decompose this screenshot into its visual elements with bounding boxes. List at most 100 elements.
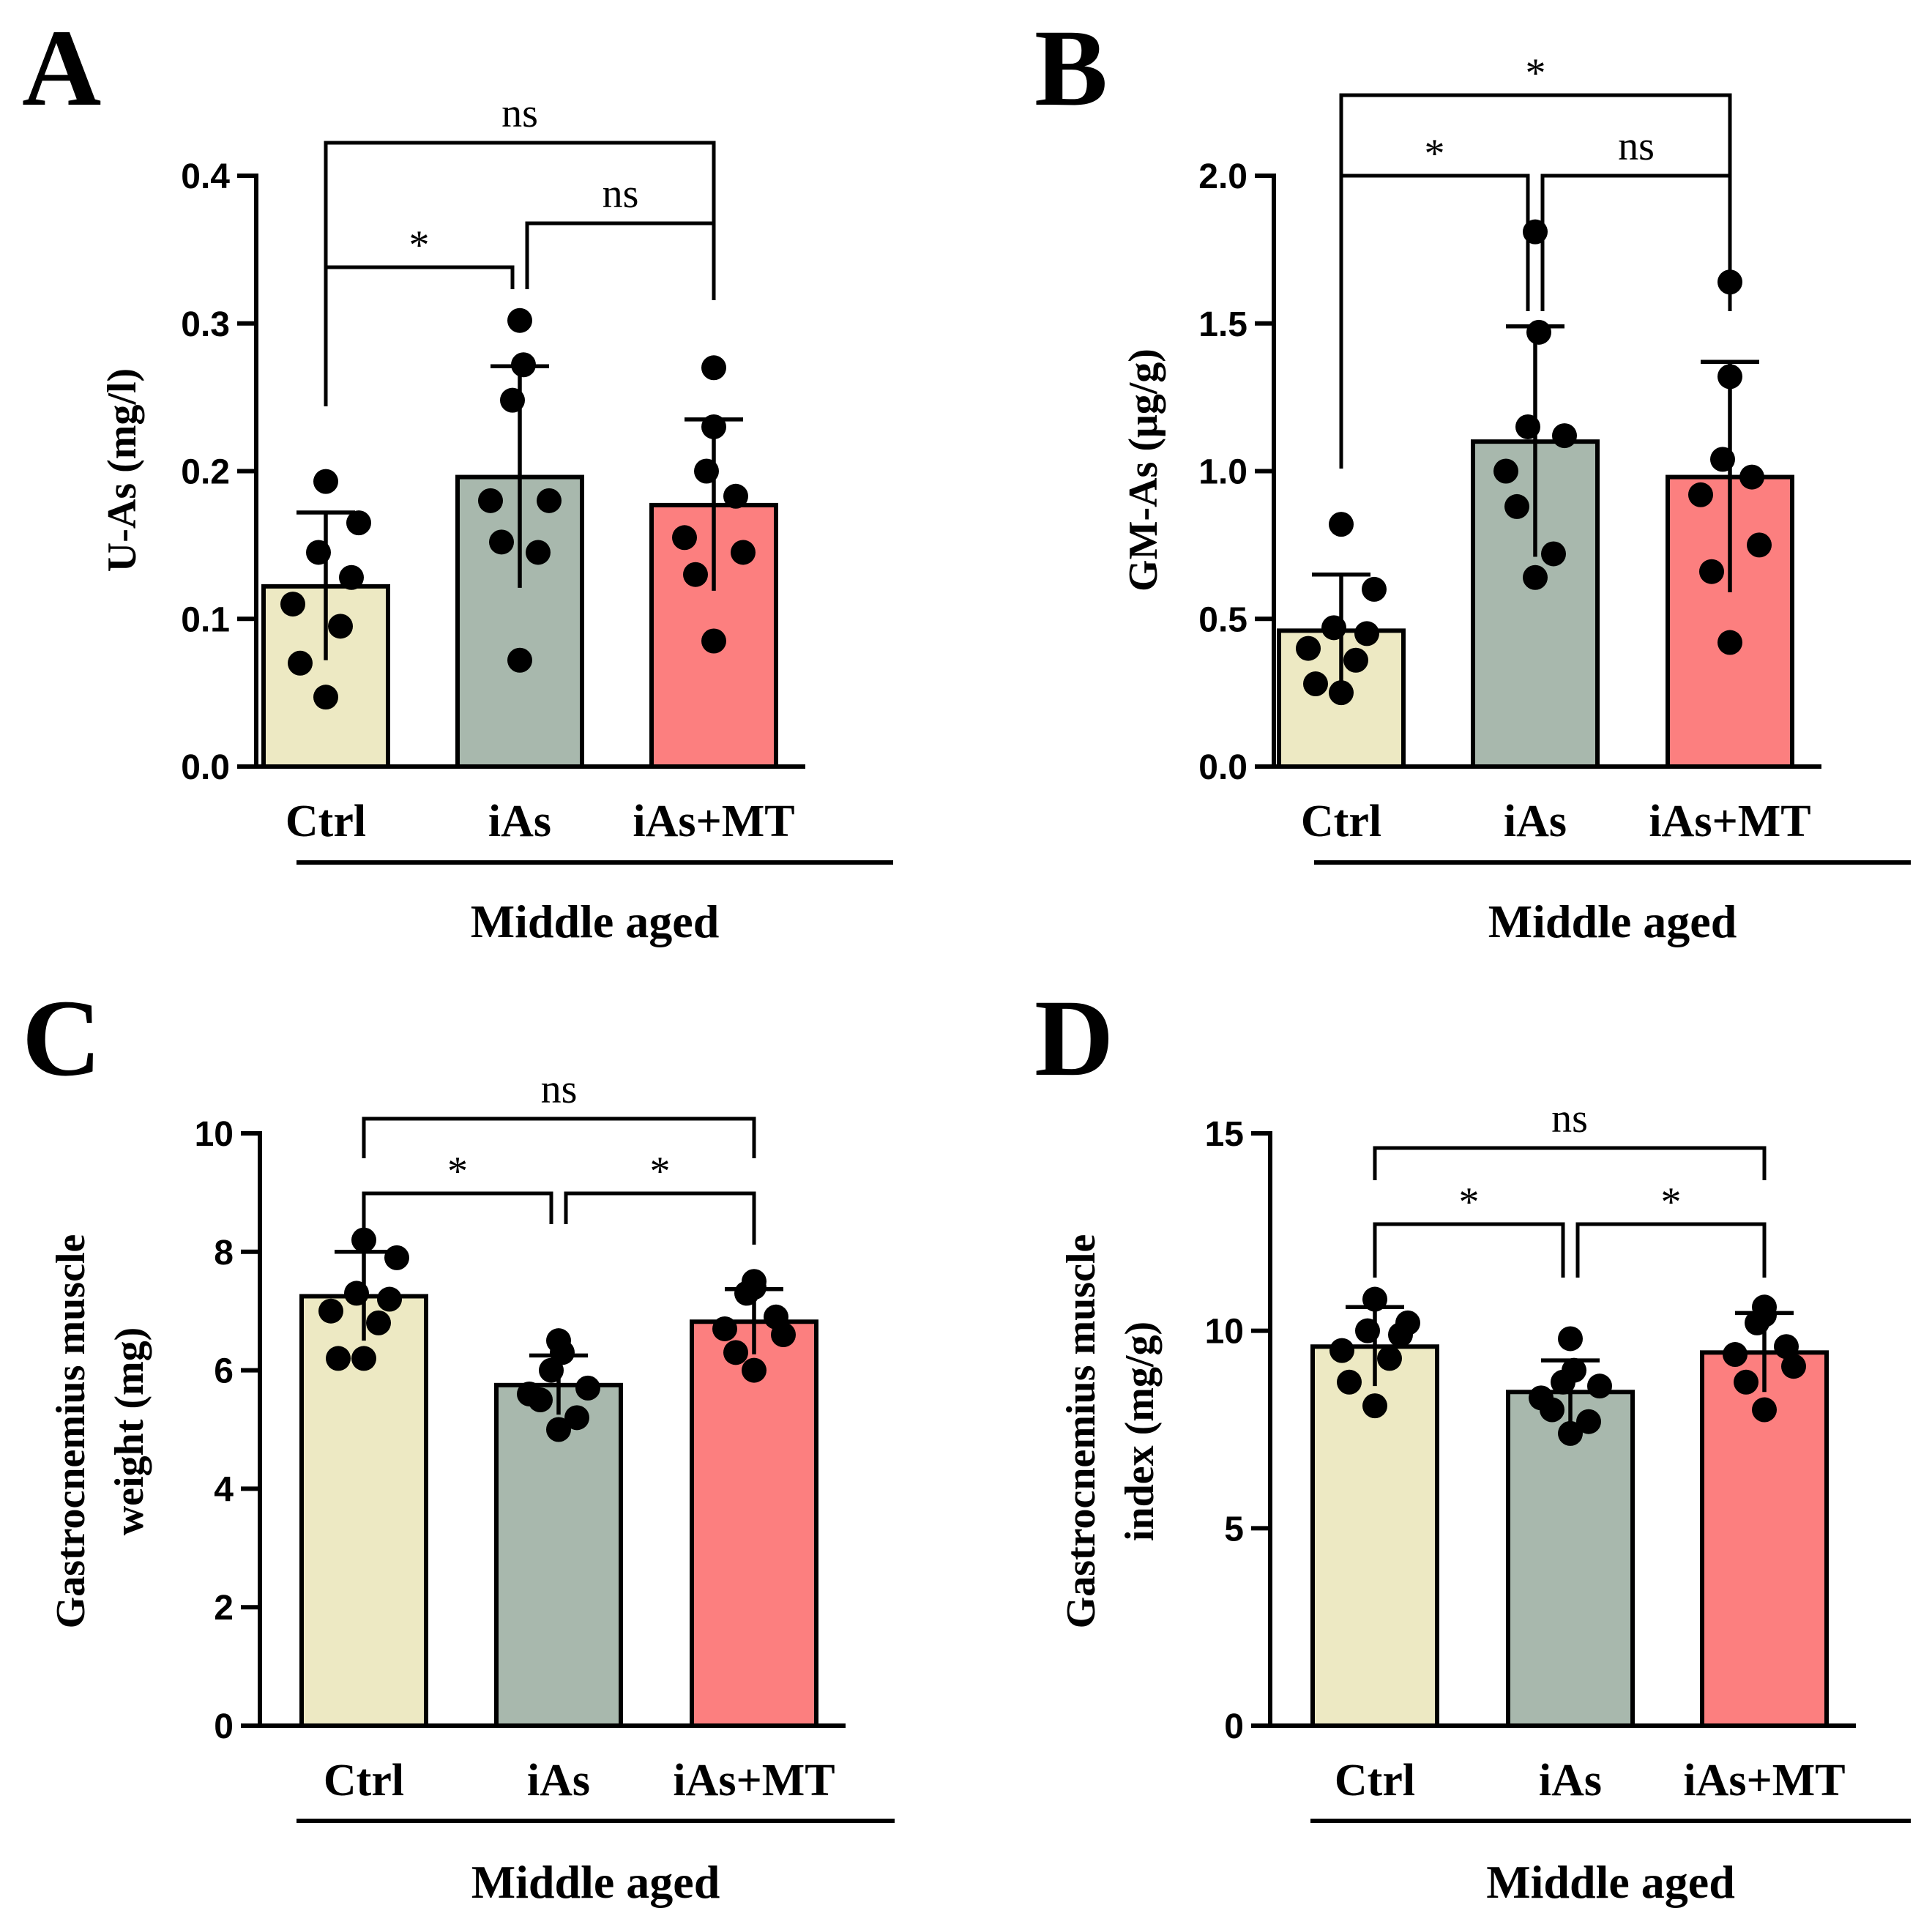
y-axis-label-line: index (mg/g) — [1117, 1322, 1163, 1541]
significance-star: * — [447, 1149, 468, 1194]
y-tick-label: 4 — [214, 1470, 234, 1509]
y-axis-label-line: Gastrocnemius muscle — [1059, 1234, 1104, 1629]
y-tick-label: 0.5 — [1198, 600, 1247, 639]
y-axis-label-line: Gastrocnemius muscle — [48, 1234, 94, 1629]
data-point — [1329, 1338, 1354, 1363]
data-point — [1774, 1334, 1799, 1360]
panel-letter: A — [22, 7, 101, 129]
data-point — [1296, 636, 1321, 661]
significance-star: * — [1661, 1179, 1682, 1225]
y-tick-label: 1.5 — [1198, 305, 1247, 344]
y-tick-label: 10 — [195, 1115, 234, 1154]
y-tick-label: 5 — [1224, 1510, 1244, 1548]
category-label: iAs+MT — [1649, 797, 1810, 846]
data-point — [683, 562, 708, 587]
data-point — [489, 529, 514, 555]
panel-d: D 0 5 10 15 Gastrocnemius muscle index (mg/g)… — [1034, 977, 1911, 1908]
data-point — [694, 458, 719, 484]
group-label: Middle aged — [471, 1856, 720, 1908]
data-point — [1321, 615, 1346, 641]
significance-bracket — [1339, 174, 1530, 469]
y-tick-label: 10 — [1205, 1313, 1244, 1352]
data-point — [1717, 364, 1742, 390]
significance-ns: ns — [541, 1067, 578, 1112]
y-tick-label: 0.3 — [181, 305, 230, 344]
data-point — [701, 414, 726, 439]
y-tick-label: 0.1 — [181, 600, 230, 639]
data-point — [1699, 559, 1724, 584]
data-point — [1540, 1397, 1564, 1423]
significance-star: * — [1459, 1179, 1480, 1225]
data-point — [1747, 532, 1772, 558]
data-point — [546, 1417, 571, 1442]
significance-bracket — [525, 221, 716, 300]
significance-ns: ns — [501, 91, 538, 136]
y-tick-label: 2 — [214, 1589, 234, 1628]
data-point — [318, 1298, 343, 1324]
y-tick-label: 0 — [214, 1707, 234, 1746]
data-point — [313, 685, 338, 710]
bar-ias — [1506, 1390, 1635, 1728]
data-point — [346, 510, 371, 536]
data-point — [366, 1310, 391, 1335]
data-point — [1354, 621, 1379, 646]
data-point — [1388, 1322, 1413, 1348]
data-point — [1717, 630, 1742, 655]
category-label: Ctrl — [1335, 1756, 1415, 1805]
data-point — [564, 1405, 589, 1431]
category-label: Ctrl — [286, 797, 366, 846]
plot-area: 0 2 4 6 8 10 Gastrocnemius muscle weight (mg) Ct… — [48, 1067, 895, 1908]
data-point — [539, 1357, 564, 1383]
panel-letter: B — [1034, 7, 1108, 129]
significance-bracket — [362, 1117, 756, 1158]
significance-star: * — [650, 1149, 671, 1194]
y-tick-label: 0.0 — [181, 748, 230, 787]
y-tick-label: 15 — [1205, 1115, 1244, 1154]
data-point — [1504, 493, 1529, 519]
y-axis-label: U-As (mg/l) — [100, 368, 145, 572]
data-point — [550, 1340, 575, 1365]
data-point — [1493, 458, 1518, 484]
data-point — [1710, 447, 1735, 472]
y-axis-label: Gastrocnemius muscle weight (mg) — [48, 1234, 152, 1629]
data-point — [1551, 1369, 1575, 1395]
data-point — [731, 540, 756, 565]
data-point — [575, 1375, 600, 1401]
data-point — [1337, 1369, 1362, 1395]
y-tick-label: 8 — [214, 1234, 234, 1272]
data-point — [1739, 464, 1764, 490]
data-point — [712, 1316, 737, 1341]
data-point — [288, 650, 313, 676]
data-point — [528, 1387, 553, 1413]
significance-bracket — [324, 265, 515, 406]
data-point — [701, 355, 726, 381]
plot-area: 0 5 10 15 Gastrocnemius muscle index (mg/g) Ct… — [1059, 1096, 1911, 1908]
data-point — [723, 1340, 748, 1365]
data-point — [1734, 1369, 1758, 1395]
panel-c: C 0 2 4 6 8 10 Gastrocnemius muscle weight (mg)… — [22, 977, 895, 1908]
y-tick-label: 0.4 — [181, 157, 230, 196]
category-label: Ctrl — [324, 1756, 404, 1805]
data-point — [1552, 423, 1577, 449]
y-axis-label-line: weight (mg) — [107, 1327, 152, 1536]
panel-b: B 0.0 0.5 1.0 1.5 2.0 GM-As (μg/g) Ctrl iAs iAs+… — [1034, 7, 1911, 947]
y-tick-label: 6 — [214, 1352, 234, 1391]
bar-ctrl — [1310, 1344, 1439, 1728]
y-tick-label: 2.0 — [1198, 157, 1247, 196]
data-point — [1362, 576, 1387, 602]
data-point — [1343, 647, 1368, 673]
data-point — [478, 488, 503, 513]
data-point — [771, 1322, 796, 1348]
significance-bracket — [564, 1191, 756, 1245]
data-point — [1723, 1342, 1748, 1368]
category-label: Ctrl — [1301, 797, 1381, 846]
group-label: Middle aged — [1486, 1856, 1735, 1908]
data-point — [1362, 1286, 1387, 1312]
data-point — [672, 525, 697, 551]
panel-letter: C — [22, 977, 101, 1099]
significance-bracket — [1373, 1222, 1565, 1278]
significance-ns: ns — [603, 171, 639, 217]
significance-ns: ns — [1551, 1096, 1588, 1141]
data-point — [701, 628, 726, 654]
